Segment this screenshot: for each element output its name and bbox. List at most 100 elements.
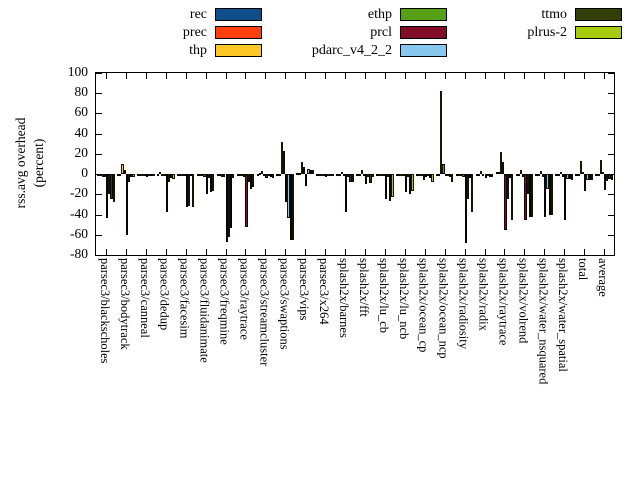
bar-ttmo <box>190 174 193 177</box>
bar-pdarc_v4_2_2 <box>407 174 410 178</box>
tick-mark <box>285 249 287 255</box>
tick-mark <box>145 249 147 255</box>
legend-label: prec <box>182 25 207 40</box>
x-tick-label: splash2x/fft <box>356 258 371 317</box>
y-axis-title-line2: (percent) <box>31 138 46 188</box>
bar-plrus-2 <box>610 174 613 181</box>
tick-mark <box>584 249 586 255</box>
bar-prcl <box>265 174 268 179</box>
x-tick-label: splash2x/water_spatial <box>556 258 571 372</box>
tick-mark <box>384 73 386 79</box>
bar-rec <box>376 174 379 177</box>
bar-rec <box>356 174 359 177</box>
bar-ethp <box>203 174 206 178</box>
tick-mark <box>96 73 102 74</box>
bar-thp <box>320 174 323 177</box>
tick-mark <box>205 249 207 255</box>
bar-rec <box>117 174 120 177</box>
tick-mark <box>604 249 606 255</box>
bar-ethp <box>462 174 465 178</box>
bar-thp <box>380 174 383 177</box>
bar-prcl <box>225 174 228 242</box>
bar-prec <box>477 174 481 177</box>
bar-rec <box>176 174 180 177</box>
bar-pdarc_v4_2_2 <box>486 174 489 177</box>
bar-prec <box>318 174 321 177</box>
bar-prcl <box>464 174 467 243</box>
legend-label: prcl <box>370 25 392 40</box>
bar-ethp <box>442 164 445 175</box>
tick-mark <box>524 73 526 79</box>
bar-ttmo <box>329 174 332 177</box>
legend-item-prcl: prcl <box>262 25 447 40</box>
x-tick-label: splash2x/radix <box>476 258 491 331</box>
y-tick-label: -80 <box>70 246 88 261</box>
bar-pdarc_v4_2_2 <box>546 174 549 190</box>
bar-plrus-2 <box>511 174 514 220</box>
tick-mark <box>424 73 426 79</box>
bar-ethp <box>143 174 146 177</box>
x-tick-label: parsec3/facesim <box>177 258 192 339</box>
bar-thp <box>161 174 164 177</box>
bar-prcl <box>345 174 348 212</box>
bar-rec <box>495 172 498 175</box>
legend-item-pdarc_v4_2_2: pdarc_v4_2_2 <box>262 43 447 58</box>
bar-rec <box>196 174 199 177</box>
bar-ethp <box>581 172 585 175</box>
bar-thp <box>241 174 244 177</box>
legend-swatch-prcl <box>400 26 447 39</box>
tick-mark <box>384 249 386 255</box>
bar-plrus-2 <box>491 174 494 178</box>
bar-prec <box>258 173 261 176</box>
x-tick-label: splash2x/ocean_ncp <box>436 258 451 359</box>
bar-thp <box>420 174 423 177</box>
bar-ethp <box>561 174 565 178</box>
bar-pdarc_v4_2_2 <box>446 174 450 177</box>
tick-mark <box>245 249 247 255</box>
bar-ttmo <box>608 174 611 180</box>
tick-mark <box>608 255 614 256</box>
bar-plrus-2 <box>431 174 434 183</box>
bar-pdarc_v4_2_2 <box>367 174 370 178</box>
y-axis-title-line1: rss.avg overhead <box>12 117 28 209</box>
bar-prcl <box>125 174 129 235</box>
y-tick-label: -20 <box>70 185 88 201</box>
bar-plrus-2 <box>311 170 314 175</box>
bar-prec <box>457 174 461 177</box>
bar-thp <box>519 170 523 175</box>
tick-mark <box>325 73 327 79</box>
tick-mark <box>504 249 506 255</box>
tick-mark <box>185 73 187 79</box>
bar-rec <box>455 174 458 177</box>
bar-ttmo <box>548 174 551 215</box>
bar-pdarc_v4_2_2 <box>327 174 330 177</box>
bar-rec <box>336 174 339 177</box>
legend-swatch-ethp <box>400 8 447 21</box>
bar-plrus-2 <box>371 174 374 178</box>
legend-item-rec: rec <box>115 8 262 22</box>
bar-thp <box>181 174 184 177</box>
bar-rec <box>296 173 299 176</box>
bar-ttmo <box>110 174 113 200</box>
bar-thp <box>360 170 363 175</box>
bar-ttmo <box>369 174 372 184</box>
y-tick-label: 0 <box>81 165 88 181</box>
x-tick-label: total <box>576 258 591 281</box>
bar-thp <box>400 174 403 177</box>
bar-prec <box>398 174 401 177</box>
legend-label: pdarc_v4_2_2 <box>311 43 392 58</box>
bar-prcl <box>105 174 109 218</box>
legend-label: ttmo <box>541 7 567 22</box>
y-tick-label: 80 <box>74 84 89 100</box>
bar-ttmo <box>209 174 213 193</box>
bar-ttmo <box>449 174 452 178</box>
tick-mark <box>608 93 614 95</box>
x-tick-label: parsec3/vips <box>297 258 312 321</box>
bar-pdarc_v4_2_2 <box>526 174 529 195</box>
bar-ethp <box>362 174 365 177</box>
bar-ethp <box>322 174 326 177</box>
bar-ethp <box>283 150 286 175</box>
bar-prec <box>497 172 500 175</box>
bar-ethp <box>103 174 106 178</box>
bar-pdarc_v4_2_2 <box>148 174 151 177</box>
